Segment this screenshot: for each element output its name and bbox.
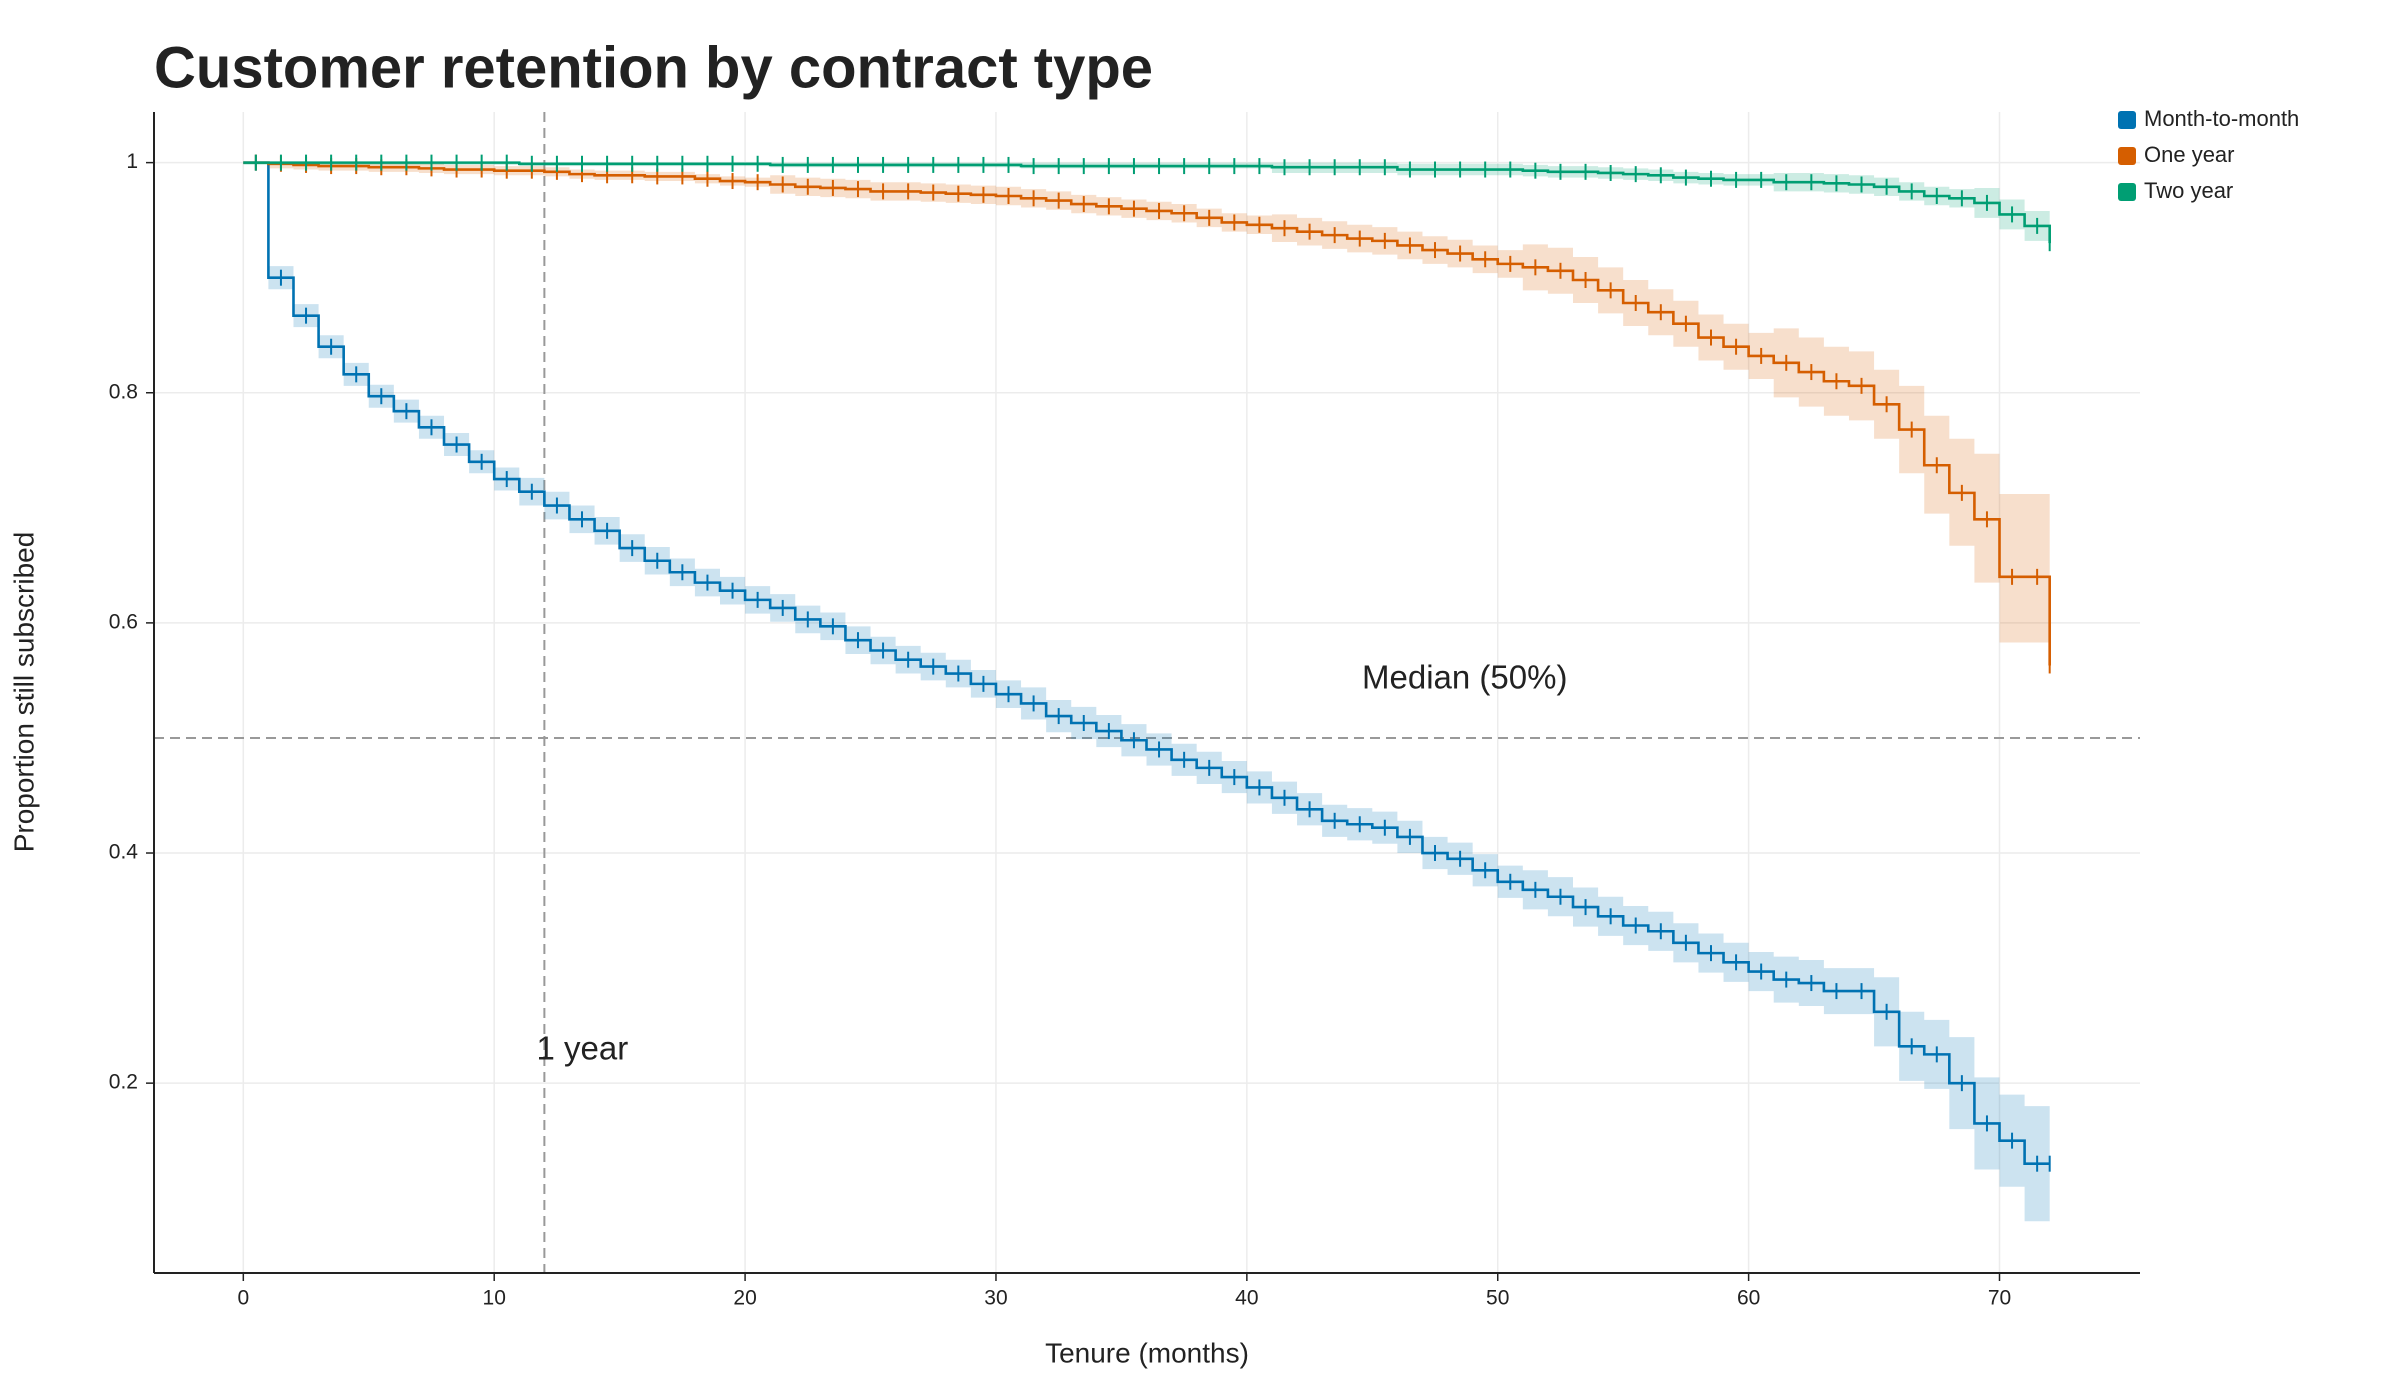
y-tick-label: 0.8 [109,380,138,403]
legend-swatch [2118,147,2136,165]
x-tick-label: 10 [483,1287,506,1310]
x-tick-label: 70 [1988,1287,2011,1310]
legend-label: Month-to-month [2144,106,2299,131]
x-tick-label: 30 [984,1287,1007,1310]
ci-band [243,162,2050,1222]
legend-label: Two year [2144,178,2233,203]
chart-title: Customer retention by contract type [154,35,1153,100]
y-axis-label: Proportion still subscribed [8,532,39,853]
survival-line [243,161,2050,1165]
y-tick-label: 0.2 [109,1071,138,1094]
y-tick-label: 0.6 [109,610,138,633]
x-tick-label: 60 [1737,1287,1760,1310]
y-tick-label: 0.4 [109,841,139,864]
survival-line [243,161,2051,244]
median-label: Median (50%) [1362,659,1567,696]
x-tick-label: 20 [733,1287,756,1310]
y-tick-label: 1 [126,150,138,173]
legend-label: One year [2144,142,2235,167]
x-tick-label: 50 [1486,1287,1509,1310]
x-tick-label: 0 [237,1287,249,1310]
legend: Month-to-month One year Two year [2118,106,2299,203]
x-axis-label: Tenure (months) [1045,1337,1249,1368]
legend-swatch [2118,183,2136,201]
survival-line [243,161,2051,666]
one-year-label: 1 year [537,1030,629,1067]
legend-swatch [2118,111,2136,129]
x-tick-label: 40 [1235,1287,1258,1310]
ci-band [243,162,2050,643]
